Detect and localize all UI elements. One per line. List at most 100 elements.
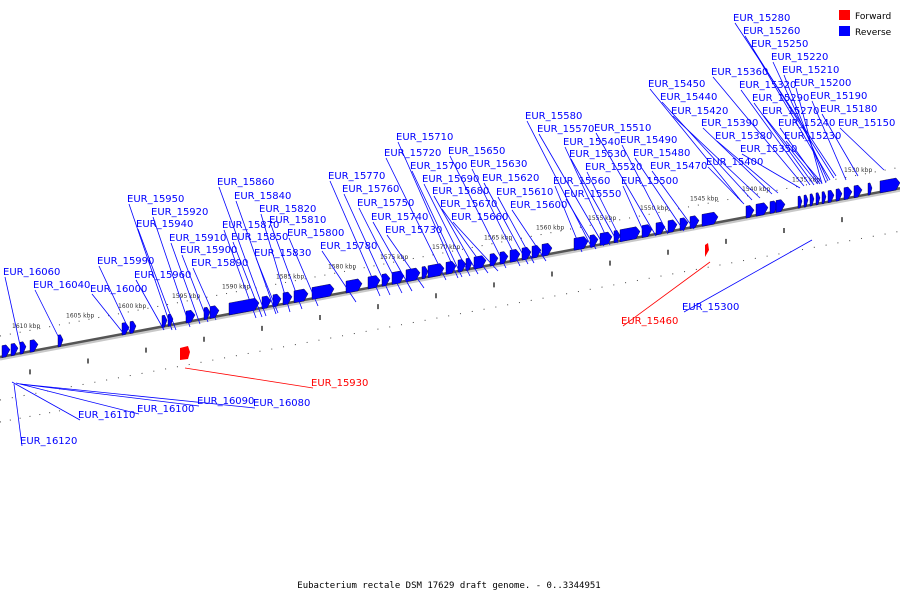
gene-label-eur-15320[interactable]: EUR_15320: [739, 80, 811, 186]
gene-label-eur-15720[interactable]: EUR_15720: [384, 148, 447, 281]
gene-label-eur-15870[interactable]: EUR_15870: [222, 220, 279, 319]
gene-label-eur-15860[interactable]: EUR_15860: [217, 177, 274, 317]
gene-label-eur-15240[interactable]: EUR_15240: [778, 118, 835, 185]
gene-label-eur-15260[interactable]: EUR_15260: [743, 26, 835, 179]
gene-label-eur-15920[interactable]: EUR_15920: [151, 207, 208, 328]
gene-label-eur-16080[interactable]: EUR_16080: [19, 383, 310, 409]
gene-label-eur-15780[interactable]: EUR_15780: [320, 241, 377, 303]
gene-label-eur-15390[interactable]: EUR_15390: [701, 118, 773, 195]
gene-label-eur-15420[interactable]: EUR_15420: [671, 106, 761, 199]
reverse-gene-arrow: [867, 182, 873, 196]
gene-label-eur-15560[interactable]: EUR_15560: [553, 176, 610, 253]
gene-label-eur-15360[interactable]: EUR_15360: [711, 67, 805, 187]
gene-label-eur-15150[interactable]: EUR_15150: [838, 118, 895, 171]
gene-label-eur-15690[interactable]: EUR_15690: [422, 174, 479, 277]
gene-label-eur-15490[interactable]: EUR_15490: [620, 135, 677, 235]
gene-label-eur-15460[interactable]: EUR_15460: [621, 261, 711, 327]
gene-label-eur-16090[interactable]: EUR_16090: [19, 383, 254, 407]
gene-label-eur-15940[interactable]: EUR_15940: [136, 219, 193, 331]
gene-label-eur-15480[interactable]: EUR_15480: [633, 148, 690, 232]
gene-label-eur-15850[interactable]: EUR_15850: [231, 232, 288, 318]
reverse-gene-arrow: [381, 273, 391, 287]
gene-label-eur-15890[interactable]: EUR_15890: [191, 258, 248, 321]
label-leader-line: [785, 140, 823, 184]
gene-label-eur-15210[interactable]: EUR_15210: [782, 65, 839, 184]
gene-label-eur-15290[interactable]: EUR_15290: [752, 93, 815, 186]
label-leader-line: [397, 141, 459, 279]
gene-label-eur-15760[interactable]: EUR_15760: [342, 184, 399, 296]
gene-label-eur-16120[interactable]: EUR_16120: [13, 383, 77, 447]
gene-label-eur-15990[interactable]: EUR_15990: [97, 256, 154, 333]
label-leader-line: [181, 254, 209, 323]
label-leader-line: [707, 166, 745, 205]
label-leader-line: [753, 102, 815, 186]
gene-label-eur-15550[interactable]: EUR_15550: [564, 189, 621, 250]
scale-label: 1565 kbp: [484, 234, 512, 241]
gene-label-eur-15190[interactable]: EUR_15190: [810, 91, 867, 181]
gene-label-eur-15910[interactable]: EUR_15910: [169, 233, 226, 325]
gene-label-eur-15810[interactable]: EUR_15810: [269, 215, 326, 310]
label-leader-line: [683, 239, 813, 313]
gene-label-eur-15900[interactable]: EUR_15900: [180, 245, 237, 323]
gene-label-eur-15400[interactable]: EUR_15400: [706, 157, 763, 205]
gene-label-eur-15650[interactable]: EUR_15650: [448, 146, 507, 269]
gene-label-eur-15440[interactable]: EUR_15440: [660, 92, 753, 201]
gene-label-eur-15960[interactable]: EUR_15960: [134, 270, 191, 331]
gene-label-eur-15220[interactable]: EUR_15220: [771, 52, 828, 182]
gene-label-eur-15620[interactable]: EUR_15620: [482, 173, 539, 265]
gene-name: EUR_15190: [810, 91, 867, 102]
gene-label-eur-16100[interactable]: EUR_16100: [15, 382, 194, 415]
gene-label-eur-15510[interactable]: EUR_15510: [594, 123, 657, 237]
label-leader-line: [135, 279, 165, 331]
gene-label-eur-15710[interactable]: EUR_15710: [396, 132, 459, 279]
gene-label-eur-15930[interactable]: EUR_15930: [184, 367, 368, 389]
gene-label-eur-16040[interactable]: EUR_16040: [33, 280, 90, 341]
gene-label-eur-16000[interactable]: EUR_16000: [90, 284, 147, 335]
gene-name: EUR_15710: [396, 132, 453, 143]
gene-label-eur-15540[interactable]: EUR_15540: [563, 137, 620, 246]
gene-label-eur-15300[interactable]: EUR_15300: [682, 239, 813, 313]
gene-label-eur-15610[interactable]: EUR_15610: [496, 187, 553, 264]
gene-label-eur-15350[interactable]: EUR_15350: [740, 144, 801, 189]
gene-label-eur-15740[interactable]: EUR_15740: [371, 212, 428, 292]
legend-reverse-label: Reverse: [855, 28, 892, 38]
gene-name: EUR_15950: [127, 194, 184, 205]
gene-label-eur-15840[interactable]: EUR_15840: [234, 191, 291, 315]
gene-label-eur-15500[interactable]: EUR_15500: [621, 176, 678, 238]
gene-label-eur-15520[interactable]: EUR_15520: [585, 162, 642, 243]
gene-label-eur-15580[interactable]: EUR_15580: [525, 111, 593, 249]
gene-name: EUR_15860: [217, 177, 274, 188]
gene-label-eur-15670[interactable]: EUR_15670: [440, 199, 497, 274]
gene-label-eur-15270[interactable]: EUR_15270: [762, 106, 819, 185]
gene-label-eur-15750[interactable]: EUR_15750: [357, 198, 414, 294]
gene-label-eur-15660[interactable]: EUR_15660: [451, 212, 508, 272]
gene-label-eur-15470[interactable]: EUR_15470: [650, 161, 707, 230]
gene-label-eur-15600[interactable]: EUR_15600: [510, 200, 567, 262]
gene-label-eur-15230[interactable]: EUR_15230: [784, 131, 841, 184]
reverse-gene-arrow: [531, 245, 542, 259]
gene-label-eur-15680[interactable]: EUR_15680: [432, 186, 489, 275]
gene-label-eur-15450[interactable]: EUR_15450: [648, 79, 743, 203]
gene-label-eur-15180[interactable]: EUR_15180: [820, 104, 877, 177]
gene-label-eur-15770[interactable]: EUR_15770: [328, 171, 385, 297]
gene-label-eur-15380[interactable]: EUR_15380: [715, 131, 779, 194]
gene-label-eur-15820[interactable]: EUR_15820: [259, 204, 316, 313]
gene-name: EUR_15270: [762, 106, 819, 117]
gene-label-eur-15700[interactable]: EUR_15700: [410, 161, 467, 278]
gene-label-eur-15570[interactable]: EUR_15570: [537, 124, 605, 247]
gene-label-eur-15630[interactable]: EUR_15630: [470, 159, 527, 267]
gene-name: EUR_15650: [448, 146, 505, 157]
gene-label-eur-15530[interactable]: EUR_15530: [569, 149, 626, 244]
reverse-gene-arrow: [745, 205, 755, 219]
gene-label-eur-15800[interactable]: EUR_15800: [287, 228, 344, 307]
gene-label-eur-16060[interactable]: EUR_16060: [3, 267, 60, 346]
reverse-gene-arrow: [797, 195, 803, 209]
label-leader-line: [839, 127, 885, 171]
gene-label-eur-15730[interactable]: EUR_15730: [385, 225, 442, 289]
label-leader-line: [423, 183, 471, 277]
gene-label-eur-15280[interactable]: EUR_15280: [733, 13, 837, 177]
gene-label-eur-16110[interactable]: EUR_16110: [11, 381, 135, 421]
gene-label-eur-15830[interactable]: EUR_15830: [254, 248, 311, 314]
gene-label-eur-15950[interactable]: EUR_15950: [127, 194, 184, 331]
gene-label-eur-15200[interactable]: EUR_15200: [794, 78, 851, 185]
